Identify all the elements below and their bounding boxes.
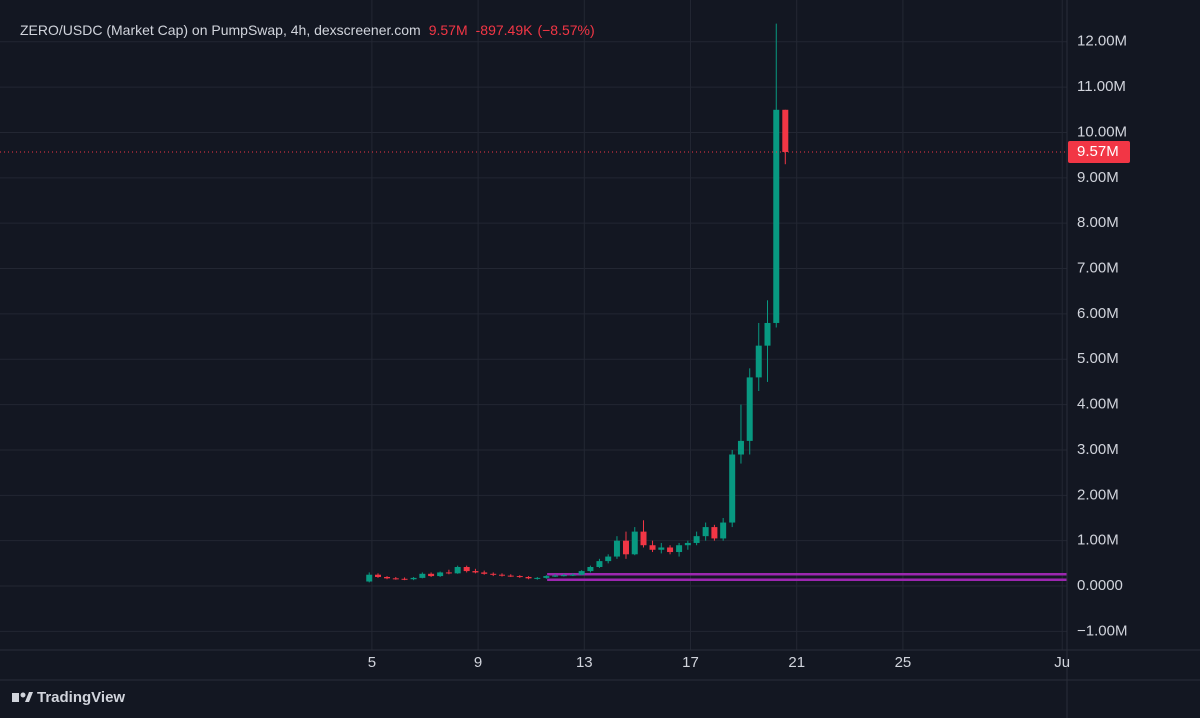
- candle-body: [764, 322, 771, 346]
- header-change: -897.49K: [476, 22, 533, 38]
- candle-body: [755, 345, 762, 378]
- header-change-pct: (−8.57%): [537, 22, 594, 38]
- candle-body: [622, 540, 629, 555]
- last-price-box: [1068, 140, 1130, 163]
- candle-body: [445, 572, 452, 574]
- y-tick-label: 1.00M: [1077, 532, 1119, 549]
- candle-body: [693, 536, 700, 543]
- candle-body: [366, 574, 373, 582]
- candle-body: [720, 522, 727, 539]
- candle-body: [384, 576, 391, 579]
- y-tick-label: 6.00M: [1077, 305, 1119, 322]
- candle-body: [392, 578, 399, 580]
- logo-part: [20, 692, 26, 698]
- candle-body: [658, 547, 665, 550]
- candle-body: [737, 440, 744, 455]
- x-tick-label: 21: [788, 654, 805, 671]
- candle-body: [631, 531, 638, 555]
- candle-body: [773, 109, 780, 323]
- candle-body: [605, 556, 612, 562]
- marks: [0, 23, 1067, 583]
- candle-body: [676, 545, 683, 553]
- candle-body: [481, 572, 488, 574]
- candle-body: [702, 527, 709, 537]
- y-tick-label: 4.00M: [1077, 396, 1119, 413]
- logo-part: [25, 692, 33, 702]
- candle-body: [711, 527, 718, 539]
- candle-body: [613, 540, 620, 557]
- branding: TradingView: [37, 689, 125, 706]
- candle-body: [667, 547, 674, 553]
- y-tick-label: 10.00M: [1077, 123, 1127, 140]
- header-symbol: ZERO/USDC (Market Cap) on PumpSwap, 4h, …: [20, 22, 421, 38]
- logo-part: [12, 693, 19, 702]
- candle-body: [729, 454, 736, 523]
- candle-body: [560, 575, 567, 577]
- candle-body: [472, 571, 479, 573]
- candle-body: [684, 542, 691, 546]
- candle-body: [463, 566, 470, 572]
- candle-body: [569, 574, 576, 576]
- candle-body: [746, 377, 753, 441]
- candle-body: [507, 575, 514, 577]
- candle-body: [374, 574, 381, 577]
- x-tick-label: 5: [368, 654, 376, 671]
- candle-body: [437, 572, 444, 577]
- candle-body: [534, 577, 541, 579]
- y-tick-label: 12.00M: [1077, 33, 1127, 50]
- y-tick-label: 5.00M: [1077, 350, 1119, 367]
- x-tick-label: 17: [682, 654, 699, 671]
- x-tick-label: 9: [474, 654, 482, 671]
- y-tick-label: 8.00M: [1077, 214, 1119, 231]
- candle-body: [401, 578, 408, 580]
- branding-logo: [12, 692, 33, 702]
- candle-body: [419, 573, 426, 578]
- candle-body: [498, 574, 505, 576]
- x-tick-label: 25: [895, 654, 912, 671]
- candle-body: [410, 577, 417, 580]
- y-tick-label: 9.00M: [1077, 169, 1119, 186]
- candle-body: [587, 566, 594, 572]
- x-tick-label: 13: [576, 654, 593, 671]
- y-tick-label: 2.00M: [1077, 486, 1119, 503]
- candle-body: [454, 566, 461, 574]
- candle-body: [516, 576, 523, 578]
- last-price-label: 9.57M: [1077, 143, 1119, 160]
- y-tick-label: 7.00M: [1077, 260, 1119, 277]
- candle-body: [525, 576, 532, 579]
- y-tick-label: 0.0000: [1077, 577, 1123, 594]
- y-tick-label: 11.00M: [1077, 78, 1126, 95]
- y-tick-label: 3.00M: [1077, 441, 1119, 458]
- y-tick-label: −1.00M: [1077, 622, 1127, 639]
- candle-body: [543, 576, 550, 578]
- x-tick-label: Ju: [1054, 654, 1070, 671]
- header: ZERO/USDC (Market Cap) on PumpSwap, 4h, …: [20, 22, 595, 38]
- candle-body: [490, 573, 497, 575]
- header-price: 9.57M: [429, 22, 468, 38]
- candle-body: [428, 573, 435, 577]
- candle-body: [640, 531, 647, 546]
- candle-body: [596, 561, 603, 567]
- candle-body: [578, 571, 585, 575]
- candle-body: [552, 575, 559, 577]
- candle-body: [782, 109, 789, 152]
- candle-body: [649, 545, 656, 550]
- grid: [0, 0, 1067, 650]
